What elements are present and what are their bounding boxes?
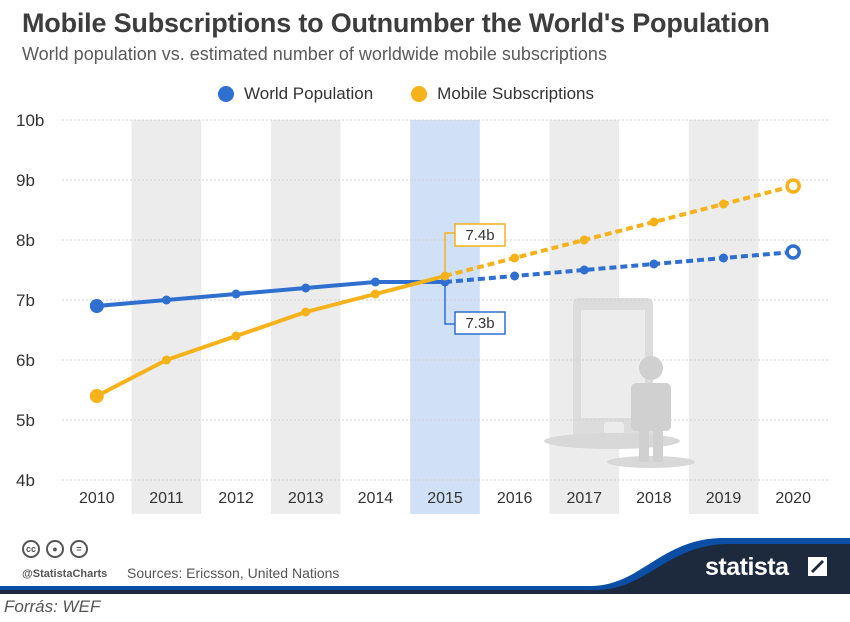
annotation-box xyxy=(454,223,506,247)
annotation-leader xyxy=(444,282,455,325)
annotation-7-4b: 7.4b xyxy=(444,223,506,276)
mobile-subscriptions-point xyxy=(649,217,659,227)
mobile-subscriptions-line-forecast xyxy=(444,184,794,278)
chart-title: Mobile Subscriptions to Outnumber the Wo… xyxy=(22,8,770,38)
mobile-subscriptions-point xyxy=(231,331,241,341)
y-tick-label: 4b xyxy=(16,471,35,490)
world-population-line-actual xyxy=(96,280,445,308)
x-tick-label: 2012 xyxy=(218,490,254,507)
y-tick-label: 10b xyxy=(16,111,44,130)
x-tick-label: 2011 xyxy=(149,490,184,507)
mobile-subscriptions-point xyxy=(301,307,311,317)
cc-icon: cc xyxy=(22,540,40,558)
world-population-point xyxy=(370,277,380,287)
mobile-subscriptions-point xyxy=(370,289,380,299)
infographic-card: Mobile Subscriptions to Outnumber the Wo… xyxy=(0,8,850,594)
x-axis-tick-labels: 2010 2011 2012 2013 2014 2015 2016 2017 2018 2019… xyxy=(79,490,811,507)
legend-item-world-population: World Population xyxy=(218,84,373,104)
world-population-line-forecast xyxy=(444,250,794,284)
world-population-point xyxy=(649,259,659,269)
statista-logo-icon xyxy=(808,557,827,576)
sources-text: Sources: Ericsson, United Nations xyxy=(127,565,340,581)
x-tick-label: 2016 xyxy=(497,490,533,507)
mobile-subscriptions-line-actual xyxy=(95,274,446,398)
legend-swatch-world-population xyxy=(218,86,234,102)
annotations: 7.4b 7.3b xyxy=(444,223,506,335)
statista-logo-text: statista xyxy=(705,553,789,581)
cc-license-icons: cc ● = xyxy=(22,540,94,558)
world-population-point xyxy=(231,289,241,299)
annotation-label: 7.3b xyxy=(465,315,494,332)
mobile-subscriptions-point xyxy=(89,389,104,403)
world-population-point xyxy=(89,299,104,313)
x-tick-label: 2013 xyxy=(288,490,324,507)
y-tick-label: 5b xyxy=(16,411,35,430)
y-tick-label: 6b xyxy=(16,351,35,370)
chart-legend: World Population Mobile Subscriptions xyxy=(218,84,632,104)
y-tick-label: 9b xyxy=(16,171,35,190)
legend-label-world-population: World Population xyxy=(244,84,374,103)
annotation-leader xyxy=(444,232,455,276)
x-tick-label: 2020 xyxy=(775,490,811,507)
x-tick-label: 2015 xyxy=(427,490,463,507)
legend-label-mobile-subscriptions: Mobile Subscriptions xyxy=(437,84,595,103)
image-caption: Forrás: WEF xyxy=(4,597,101,616)
legend-swatch-mobile-subscriptions xyxy=(411,86,428,102)
world-population-point xyxy=(161,295,171,305)
band-2011 xyxy=(131,120,202,514)
no-derivatives-icon: = xyxy=(70,540,88,558)
footer-band xyxy=(0,538,850,594)
y-tick-label: 7b xyxy=(16,291,35,310)
x-tick-label: 2017 xyxy=(566,490,602,507)
mobile-subscriptions-point xyxy=(161,355,171,365)
series-points xyxy=(89,178,801,403)
statista-handle: @StatistaCharts xyxy=(22,568,108,580)
mobile-subscriptions-point xyxy=(579,235,589,245)
world-population-point xyxy=(510,271,520,281)
annotation-box xyxy=(454,311,506,335)
x-tick-label: 2010 xyxy=(79,490,115,507)
x-tick-label: 2014 xyxy=(358,490,394,507)
annotation-7-3b: 7.3b xyxy=(444,282,506,335)
series-lines xyxy=(95,184,794,398)
attribution-icon: ● xyxy=(46,540,64,558)
mobile-subscriptions-point xyxy=(719,199,729,209)
x-tick-label: 2019 xyxy=(706,490,742,507)
chart-subtitle: World population vs. estimated number of… xyxy=(22,44,607,64)
world-population-point xyxy=(301,283,311,293)
mobile-subscriptions-point xyxy=(785,178,801,194)
band-2013 xyxy=(270,120,341,514)
y-axis-tick-labels: 4b 5b 6b 7b 8b 9b 10b xyxy=(16,111,44,490)
x-tick-label: 2018 xyxy=(636,490,672,507)
world-population-point xyxy=(579,265,589,275)
line-chart: 4b 5b 6b 7b 8b 9b 10b 2010 2011 2012 2013 2014 2015… xyxy=(16,111,828,514)
band-2019 xyxy=(688,120,759,514)
y-tick-label: 8b xyxy=(16,231,35,250)
world-population-point xyxy=(719,253,729,263)
mobile-subscriptions-point xyxy=(510,253,520,263)
phone-person-icon xyxy=(544,298,695,468)
world-population-point xyxy=(785,244,801,260)
legend-item-mobile-subscriptions: Mobile Subscriptions xyxy=(411,84,594,104)
annotation-label: 7.4b xyxy=(465,227,494,244)
